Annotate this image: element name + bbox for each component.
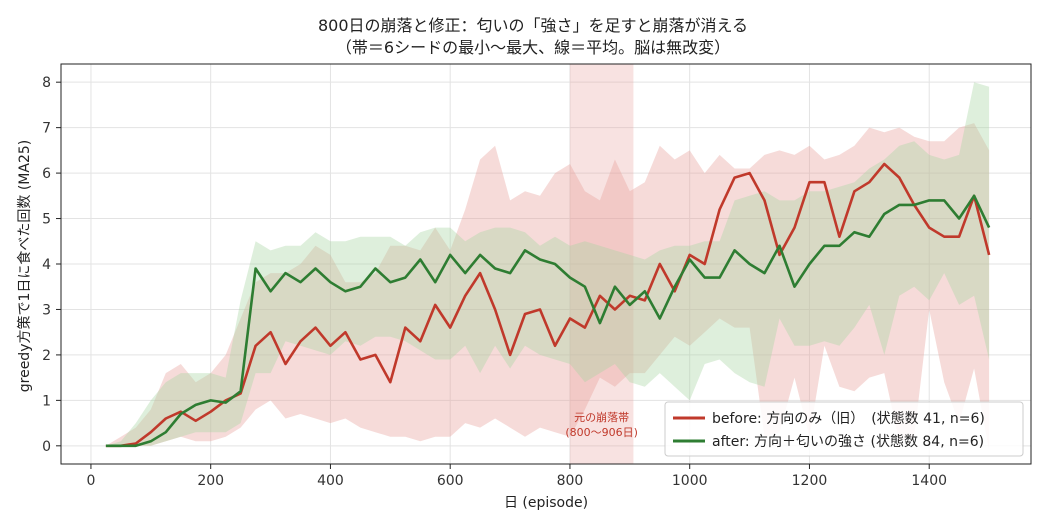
y-tick-label: 2 bbox=[42, 348, 51, 364]
series-band-1 bbox=[105, 82, 990, 446]
x-tick-label: 200 bbox=[197, 473, 224, 489]
series-bands bbox=[105, 82, 990, 451]
legend: before: 方向のみ（旧） (状態数 41, n=6) after: 方向＋… bbox=[664, 401, 1024, 457]
collapse-highlight-band bbox=[569, 64, 634, 464]
highlight-label: 元の崩落帯 bbox=[574, 410, 629, 424]
y-tick-label: 0 bbox=[42, 439, 51, 455]
legend-label-after: after: 方向＋匂いの強さ (状態数 84, n=6) bbox=[712, 434, 984, 450]
series-lines bbox=[105, 162, 991, 448]
plot-frame bbox=[60, 63, 1032, 465]
y-tick-label: 8 bbox=[42, 75, 51, 91]
y-axis-label: greedy方策で1日に食べた回数 (MA25) bbox=[16, 140, 33, 393]
y-axis-ticks: 0 1 2 3 4 5 6 7 8 bbox=[42, 75, 61, 455]
y-tick-label: 4 bbox=[42, 257, 51, 273]
highlight-range-label: (800〜906日) bbox=[565, 426, 638, 439]
x-tick-label: 1200 bbox=[792, 473, 828, 489]
y-tick-label: 1 bbox=[42, 393, 51, 409]
legend-label-before: before: 方向のみ（旧） (状態数 41, n=6) bbox=[712, 411, 985, 427]
y-tick-label: 7 bbox=[42, 121, 51, 137]
x-axis-label: 日 (episode) bbox=[504, 495, 588, 511]
series-line-1 bbox=[105, 194, 991, 448]
series-line-0 bbox=[105, 162, 991, 448]
x-tick-label: 1000 bbox=[672, 473, 708, 489]
y-tick-label: 6 bbox=[42, 166, 51, 182]
x-axis-ticks: 0 200 400 600 800 1000 1200 1400 bbox=[86, 464, 947, 489]
x-tick-label: 800 bbox=[557, 473, 584, 489]
x-tick-label: 0 bbox=[86, 473, 95, 489]
y-tick-label: 3 bbox=[42, 302, 51, 318]
chart-title: 800日の崩落と修正：匂いの「強さ」を足すと崩落が消える bbox=[318, 16, 748, 35]
x-tick-label: 600 bbox=[437, 473, 464, 489]
series-band-0 bbox=[105, 123, 990, 451]
chart-subtitle: （帯＝6シードの最小〜最大、線＝平均。脳は無改変） bbox=[336, 38, 730, 57]
x-tick-label: 400 bbox=[317, 473, 344, 489]
legend-box bbox=[664, 401, 1024, 457]
grid-lines bbox=[61, 64, 1031, 464]
y-tick-label: 5 bbox=[42, 212, 51, 228]
x-tick-label: 1400 bbox=[911, 473, 947, 489]
